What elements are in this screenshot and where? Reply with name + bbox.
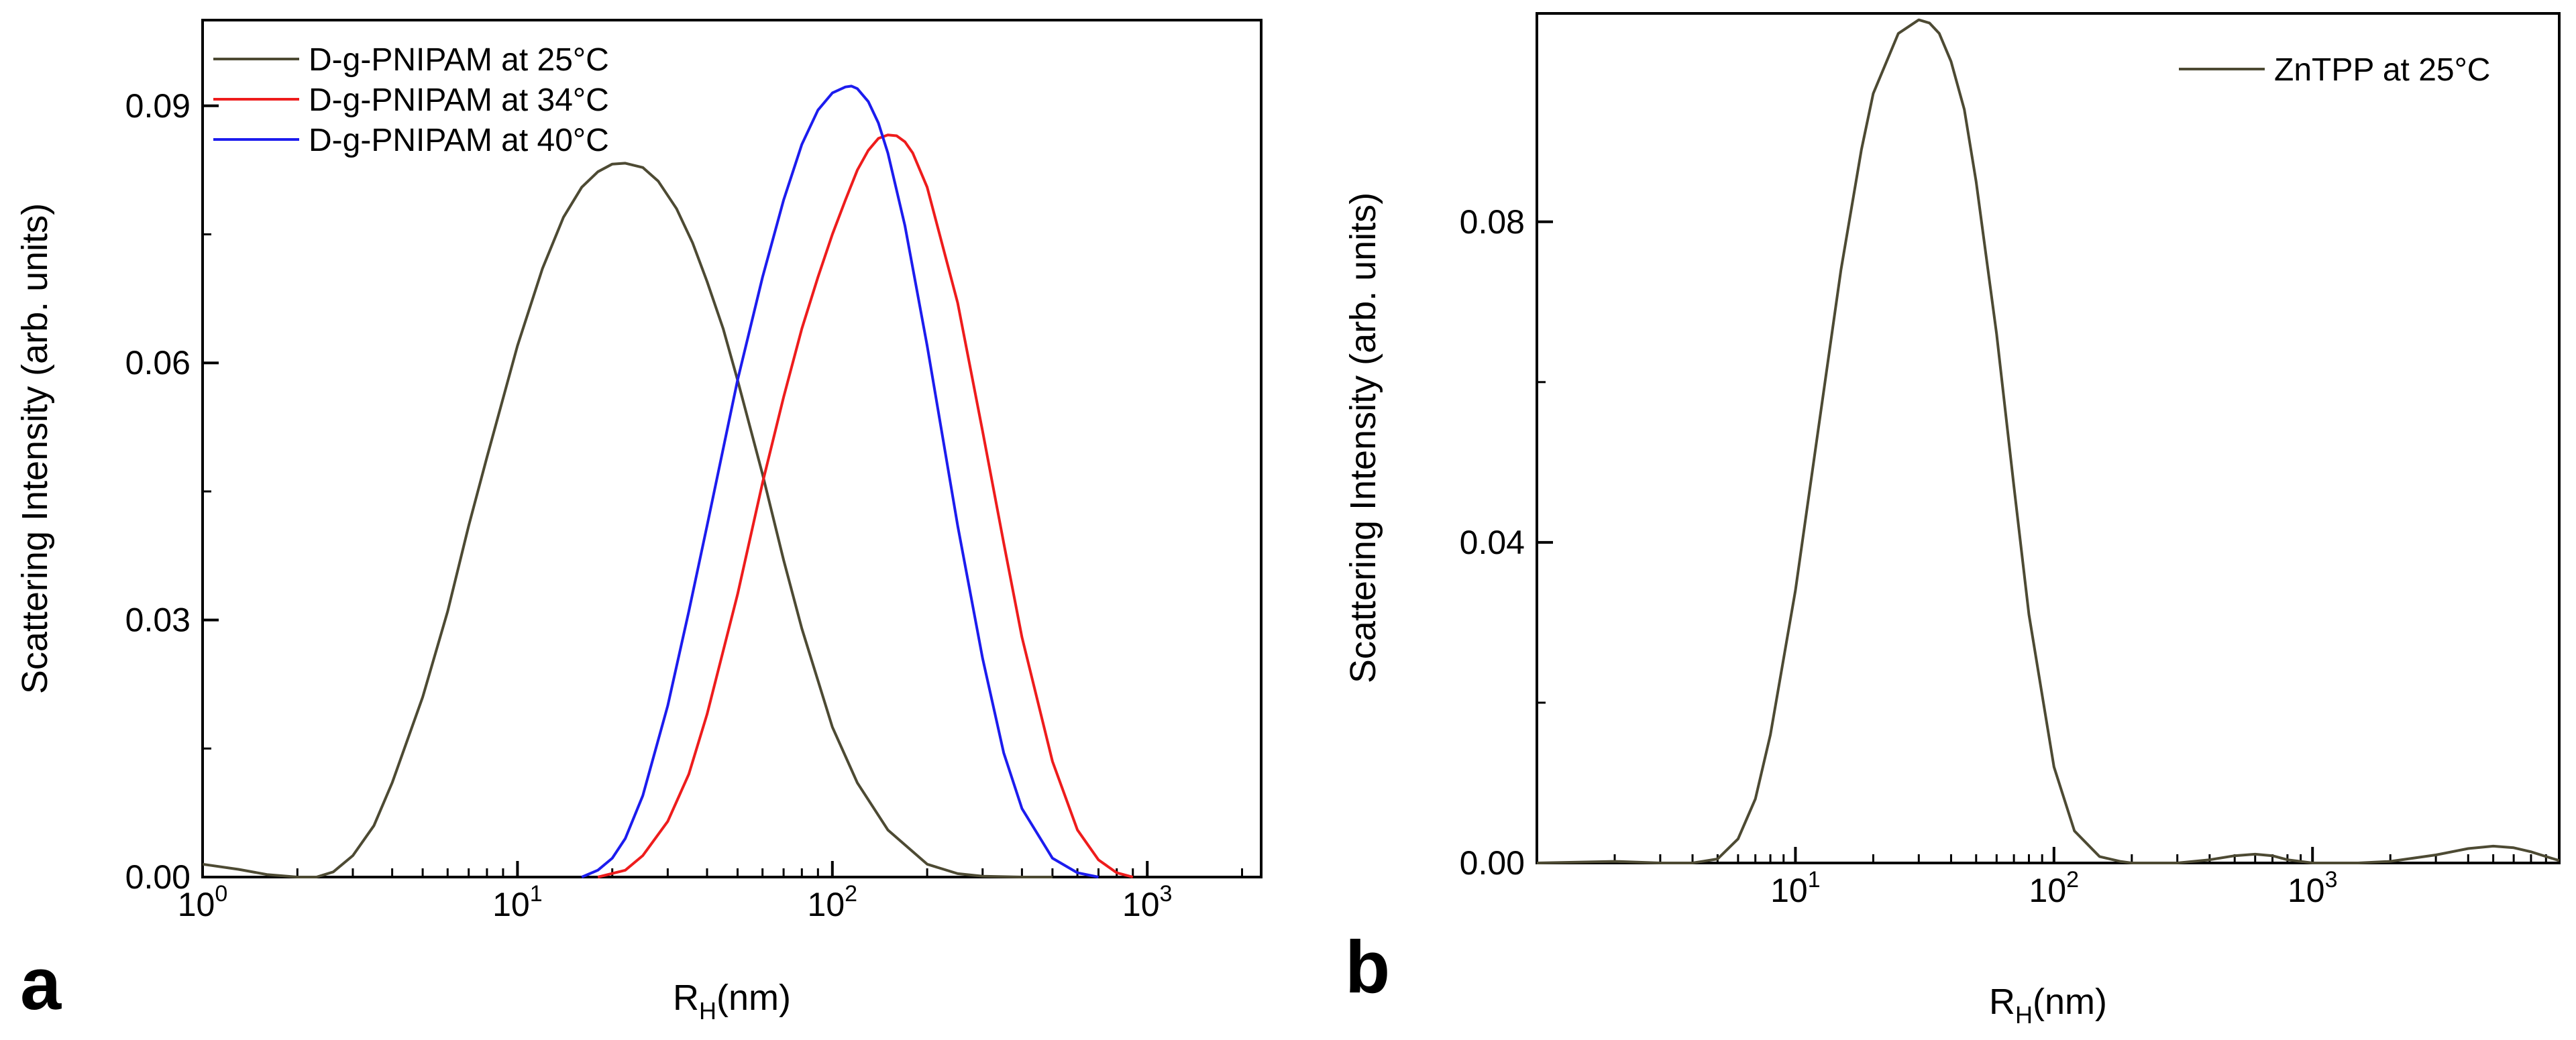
panel-b: 101 102 103 0.00 0.04 0.08 ZnTPP at 25°C Sca… bbox=[1343, 12, 2561, 1029]
panel-b-series bbox=[1536, 18, 2560, 864]
panel-a-y-tick-label: 0.09 bbox=[125, 87, 191, 125]
panel-a-legend-label-2: D-g-PNIPAM at 34°C bbox=[309, 82, 609, 118]
panel-b-y-tick-label: 0.00 bbox=[1460, 844, 1525, 882]
panel-b-letter: b bbox=[1345, 926, 1390, 1008]
panel-b-plot-frame bbox=[1536, 12, 2561, 864]
panel-a-y-ticks: 0.00 0.03 0.06 0.09 bbox=[125, 87, 219, 896]
panel-b-legend-label-1: ZnTPP at 25°C bbox=[2274, 52, 2490, 88]
panel-a-series bbox=[202, 84, 1134, 878]
panel-a-series-line-3 bbox=[581, 84, 1099, 878]
panel-a-y-axis-title: Scattering Intensity (arb. units) bbox=[15, 203, 55, 694]
panel-b-x-tick-label: 102 bbox=[2029, 867, 2080, 909]
panel-b-x-tick-label: 103 bbox=[2288, 867, 2338, 909]
panel-a-x-axis-title: RH(nm) bbox=[673, 978, 791, 1025]
panel-a-x-tick-label: 103 bbox=[1122, 881, 1173, 923]
panel-a-y-tick-label: 0.06 bbox=[125, 344, 191, 382]
panel-b-y-tick-label: 0.04 bbox=[1460, 524, 1525, 561]
panel-b-series-line-1 bbox=[1536, 18, 2560, 864]
panel-a-legend: D-g-PNIPAM at 25°C D-g-PNIPAM at 34°C D-g-… bbox=[213, 42, 609, 158]
panel-a-series-line-1 bbox=[202, 162, 1053, 878]
panel-a-legend-label-1: D-g-PNIPAM at 25°C bbox=[309, 42, 609, 78]
panel-b-y-axis-title: Scattering Intensity (arb. units) bbox=[1343, 192, 1383, 683]
panel-a-x-tick-label: 100 bbox=[178, 881, 228, 923]
panel-a-legend-label-3: D-g-PNIPAM at 40°C bbox=[309, 123, 609, 158]
panel-b-y-ticks: 0.00 0.04 0.08 bbox=[1460, 203, 1553, 882]
panel-a-letter: a bbox=[20, 943, 62, 1025]
panel-b-x-tick-label: 101 bbox=[1770, 867, 1821, 909]
panel-b-x-axis-title: RH(nm) bbox=[1989, 982, 2107, 1029]
panel-a-plot-frame bbox=[201, 19, 1263, 878]
panel-a-x-ticks: 100 101 102 103 bbox=[178, 861, 1244, 923]
panel-b-legend: ZnTPP at 25°C bbox=[2179, 52, 2490, 88]
panel-a-x-tick-label: 102 bbox=[808, 881, 858, 923]
panel-a-y-tick-label: 0.00 bbox=[125, 858, 191, 896]
panel-a-x-tick-label: 101 bbox=[492, 881, 543, 923]
panel-a-series-line-2 bbox=[597, 133, 1134, 878]
panel-a: 100 101 102 103 0.00 0.03 0.06 0.09 D-g-PNIPAM… bbox=[15, 19, 1263, 1025]
panel-b-y-tick-label: 0.08 bbox=[1460, 203, 1525, 241]
panel-a-y-tick-label: 0.03 bbox=[125, 601, 191, 639]
